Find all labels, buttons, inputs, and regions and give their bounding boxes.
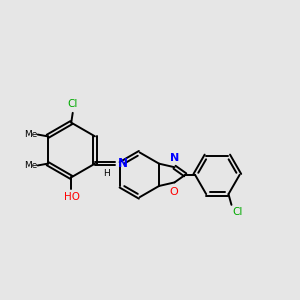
Text: Cl: Cl: [233, 207, 243, 217]
Text: N: N: [118, 157, 128, 169]
Text: N: N: [169, 153, 179, 163]
Text: H: H: [103, 169, 110, 178]
Text: O: O: [170, 187, 178, 196]
Text: Me: Me: [24, 161, 37, 170]
Text: Cl: Cl: [68, 99, 78, 109]
Text: Me: Me: [24, 130, 37, 139]
Text: HO: HO: [64, 192, 80, 202]
